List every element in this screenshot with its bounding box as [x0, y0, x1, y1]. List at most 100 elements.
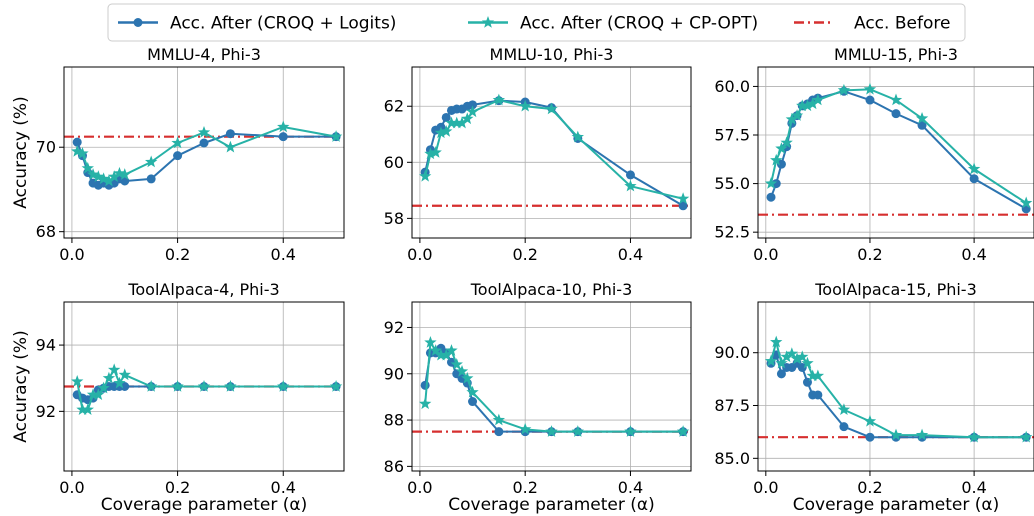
- data-point: [676, 192, 690, 205]
- y-tick-label: 87.5: [714, 396, 750, 415]
- data-point: [770, 335, 783, 348]
- data-point: [468, 100, 478, 110]
- data-point: [865, 432, 875, 442]
- data-point: [199, 138, 209, 148]
- data-point: [102, 174, 116, 187]
- x-tick-label: 0.0: [59, 478, 84, 497]
- series-line: [424, 347, 684, 433]
- data-point: [450, 358, 463, 370]
- x-tick-label: 0.2: [857, 478, 882, 497]
- data-point: [775, 142, 788, 154]
- data-point: [72, 137, 82, 147]
- plot-area: [758, 335, 1034, 443]
- legend-item: Acc. Before: [794, 14, 950, 34]
- y-tick-label: 90: [384, 364, 404, 383]
- data-point: [780, 350, 793, 363]
- y-tick-label: 60: [384, 153, 404, 172]
- data-point: [625, 170, 635, 180]
- series: [420, 343, 688, 437]
- data-point: [173, 151, 183, 161]
- y-tick-label: 85.0: [714, 449, 750, 468]
- y-tick-label: 94: [36, 336, 56, 355]
- series: [418, 93, 690, 205]
- data-point: [891, 109, 901, 119]
- data-point: [775, 356, 788, 369]
- data-point: [770, 153, 783, 166]
- data-point: [441, 112, 451, 122]
- data-point: [429, 344, 442, 356]
- data-point: [863, 82, 877, 95]
- plot-area: [412, 93, 691, 211]
- legend-item: Acc. After (CROQ + CP-OPT): [468, 14, 758, 34]
- data-point: [889, 428, 903, 441]
- x-tick-label: 0.4: [271, 478, 296, 497]
- data-point: [785, 347, 799, 360]
- y-tick-label: 58: [384, 209, 404, 228]
- data-point: [81, 161, 94, 174]
- data-point: [434, 348, 448, 361]
- data-point: [76, 147, 89, 159]
- y-tick-label: 60.0: [714, 77, 750, 96]
- data-point: [420, 380, 430, 390]
- y-tick-label: 55.0: [714, 174, 750, 193]
- x-tick-label: 0.0: [59, 245, 84, 264]
- data-point: [837, 403, 851, 415]
- legend-item: Acc. After (CROQ + Logits): [118, 14, 396, 34]
- chart-panel: 0.0 0.2 0.4 58 60 62 MMLU-10, Phi-3: [384, 45, 692, 264]
- data-point: [468, 397, 478, 407]
- data-point: [780, 136, 793, 149]
- x-tick-label: 0.2: [165, 245, 190, 264]
- data-point: [146, 174, 156, 184]
- data-point: [796, 350, 809, 363]
- x-tick-label: 0.0: [407, 245, 432, 264]
- data-point: [197, 125, 211, 138]
- y-tick-label: 86: [384, 457, 404, 476]
- x-tick-label: 0.0: [407, 478, 432, 497]
- data-point: [86, 388, 100, 401]
- data-point: [796, 99, 809, 112]
- series: [764, 335, 1033, 443]
- data-point: [917, 120, 927, 130]
- x-tick-label: 0.2: [512, 478, 537, 497]
- data-point: [278, 132, 288, 142]
- data-point: [969, 174, 979, 184]
- data-point: [678, 201, 688, 211]
- series-line: [770, 341, 1027, 439]
- axes-frame: [63, 66, 345, 239]
- data-point: [967, 162, 981, 175]
- chart-panel: 0.0 0.2 0.4 92 94 ToolAlpaca-4, Phi-3 Accuracy…: [11, 280, 345, 515]
- grid: [758, 67, 1034, 238]
- y-tick-label: 90.0: [714, 343, 750, 362]
- chart-title: MMLU-10, Phi-3: [490, 45, 614, 64]
- data-point: [785, 112, 799, 125]
- data-point: [967, 430, 981, 443]
- chart-title: MMLU-15, Phi-3: [834, 45, 958, 64]
- data-point: [455, 364, 469, 377]
- chart-panel: 0.0 0.2 0.4 85.0 87.5 90.0 ToolAlpaca-15, Phi-…: [714, 280, 1034, 515]
- data-point: [118, 368, 131, 381]
- data-point: [915, 428, 929, 441]
- y-axis-label: Accuracy (%): [11, 330, 31, 442]
- data-point: [277, 380, 290, 392]
- chart-title: ToolAlpaca-4, Phi-3: [127, 280, 279, 299]
- data-point: [144, 155, 158, 168]
- data-point: [440, 124, 453, 137]
- data-point: [813, 390, 823, 400]
- y-tick-label: 52.5: [714, 223, 750, 242]
- y-tick-label: 92: [36, 402, 56, 421]
- data-point: [519, 99, 532, 112]
- data-point: [571, 425, 584, 437]
- data-point: [545, 102, 558, 115]
- series: [764, 82, 1033, 209]
- data-point: [676, 425, 690, 437]
- data-point: [801, 356, 814, 369]
- data-point: [837, 83, 851, 96]
- legend-frame: [107, 3, 966, 42]
- data-point: [1020, 196, 1033, 209]
- chart-panel: 0.0 0.2 0.4 52.5 55.0 57.5 60.0 MMLU-15, Phi-3: [714, 45, 1034, 264]
- data-point: [889, 93, 903, 106]
- data-point: [915, 111, 929, 124]
- legend-label: Acc. After (CROQ + Logits): [170, 14, 396, 34]
- data-point: [492, 93, 506, 106]
